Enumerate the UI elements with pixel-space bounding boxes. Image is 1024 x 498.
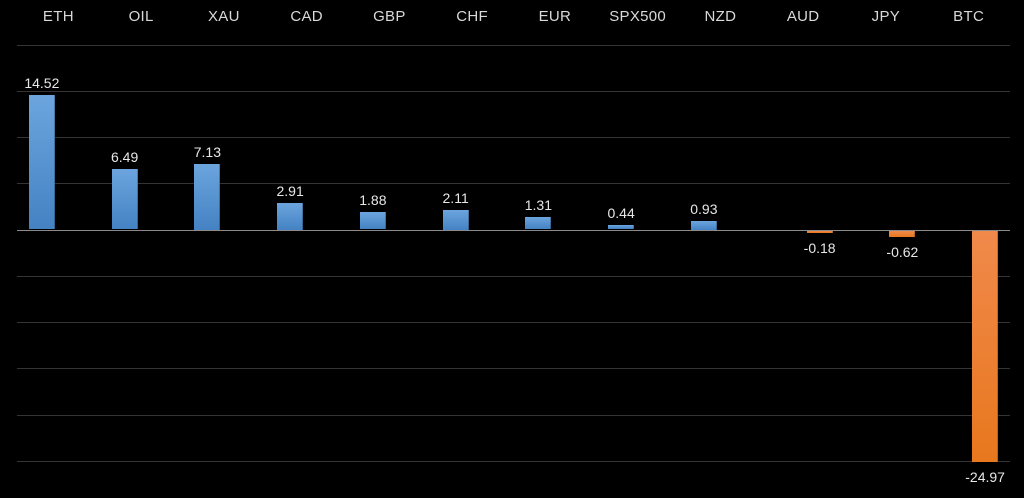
category-label-nzd: NZD	[704, 8, 737, 25]
bar-oil	[112, 169, 138, 229]
bar-aud	[807, 231, 833, 233]
category-label-oil: OIL	[128, 8, 154, 25]
bar-nzd	[691, 221, 717, 230]
gridline	[17, 415, 1010, 416]
category-label-cad: CAD	[290, 8, 323, 25]
bar-eth	[29, 95, 55, 229]
bar-eur	[525, 217, 551, 229]
category-label-spx500: SPX500	[609, 8, 667, 25]
category-label-btc: BTC	[953, 8, 985, 25]
value-label-cad: 2.91	[276, 183, 304, 199]
category-label-jpy: JPY	[871, 8, 901, 25]
value-label-btc: -24.97	[965, 469, 1005, 485]
bar-jpy	[889, 231, 915, 237]
category-label-chf: CHF	[456, 8, 488, 25]
gridline	[17, 183, 1010, 184]
gridline	[17, 276, 1010, 277]
gridline	[17, 45, 1010, 46]
value-label-eth: 14.52	[24, 75, 60, 91]
gridline	[17, 91, 1010, 92]
value-label-chf: 2.11	[442, 190, 469, 206]
category-label-eur: EUR	[538, 8, 572, 25]
value-label-jpy: -0.62	[886, 244, 919, 260]
bar-spx500	[608, 225, 634, 229]
bar-xau	[194, 164, 220, 230]
category-label-xau: XAU	[208, 8, 240, 25]
bar-gbp	[360, 212, 386, 229]
value-label-nzd: 0.93	[690, 201, 718, 217]
category-label-aud: AUD	[786, 8, 820, 25]
value-label-oil: 6.49	[111, 149, 139, 165]
value-label-xau: 7.13	[193, 144, 221, 160]
value-label-aud: -0.18	[803, 240, 836, 256]
gridline	[17, 461, 1010, 462]
bar-cad	[277, 203, 303, 230]
gridline	[17, 322, 1010, 323]
category-label-eth: ETH	[42, 8, 74, 25]
bar-chf	[443, 210, 469, 230]
category-label-gbp: GBP	[373, 8, 406, 25]
zero-axis-line	[17, 230, 1010, 231]
bar-btc	[972, 231, 998, 462]
value-label-gbp: 1.88	[359, 192, 387, 208]
gridline	[17, 368, 1010, 369]
value-label-eur: 1.31	[524, 197, 552, 213]
value-label-spx500: 0.44	[607, 205, 635, 221]
gridline	[17, 137, 1010, 138]
